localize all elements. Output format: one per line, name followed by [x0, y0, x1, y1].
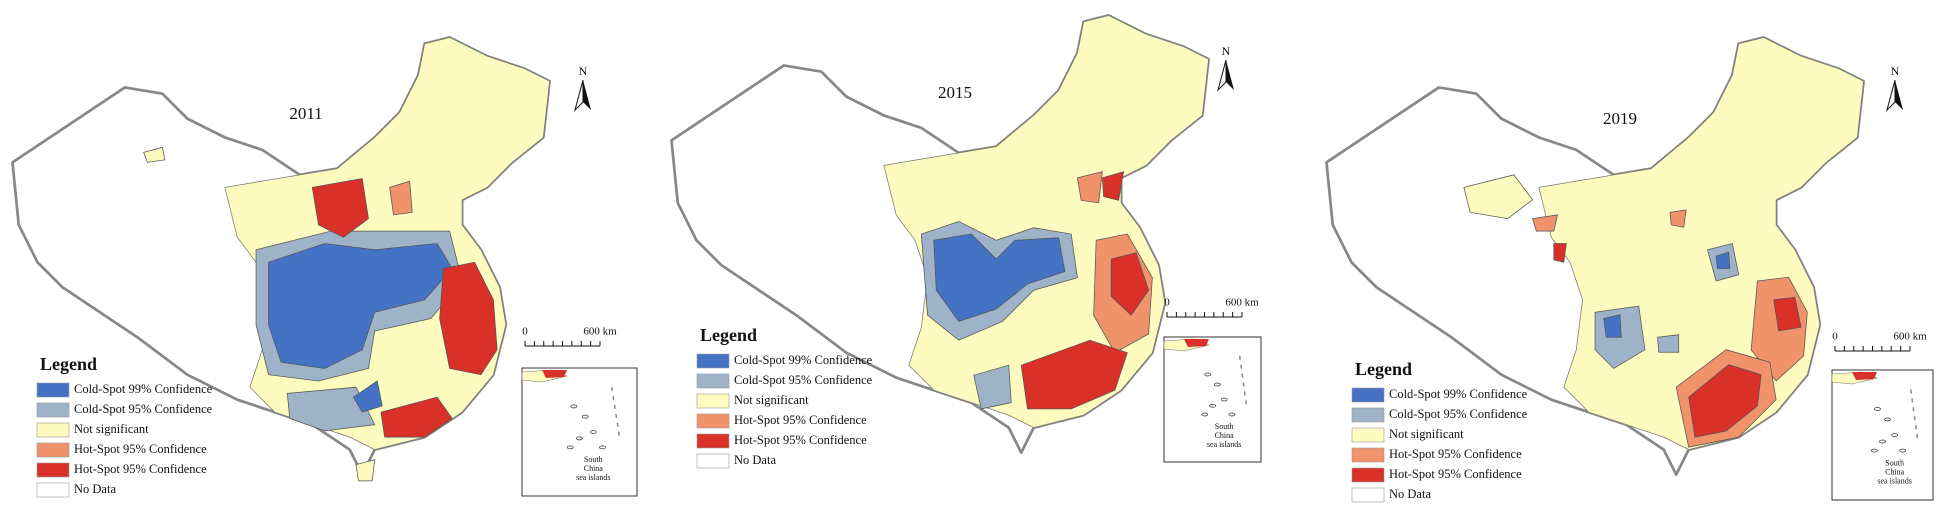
island [581, 414, 589, 419]
legend-label: Hot-Spot 95% Confidence [734, 413, 867, 427]
legend-swatch [696, 413, 730, 429]
island [1891, 433, 1899, 437]
north-arrow [1895, 80, 1903, 110]
legend-swatch [36, 482, 70, 498]
island [576, 436, 583, 441]
legend-swatch [36, 442, 70, 458]
legend-swatch [36, 462, 70, 478]
legend-swatch [1351, 407, 1385, 423]
year-label: 2011 [289, 104, 322, 123]
legend-title: Legend [700, 325, 757, 345]
legend-label: Hot-Spot 95% Confidence [734, 433, 867, 447]
inset-frame [521, 367, 638, 497]
island [1213, 382, 1221, 387]
legend-swatch [1351, 387, 1385, 403]
legend-label: No Data [1389, 487, 1431, 501]
map-2019 [1325, 36, 1865, 476]
island [1209, 403, 1216, 408]
island [1899, 448, 1907, 453]
inset-hot [1184, 339, 1209, 347]
legend-swatch [36, 382, 70, 398]
year-label: 2019 [1603, 109, 1637, 128]
legend-title: Legend [40, 354, 97, 374]
legend-label: Cold-Spot 95% Confidence [734, 373, 873, 387]
island [1201, 412, 1209, 417]
legend-title: Legend [1355, 359, 1412, 379]
scale-distance: 600 km [1225, 297, 1259, 309]
legend-swatch [36, 422, 70, 438]
legend-label: Hot-Spot 95% Confidence [1389, 447, 1522, 461]
inset-frame [1831, 369, 1934, 501]
legend-swatch [696, 393, 730, 409]
map-2015 [670, 14, 1210, 454]
legend-label: Not significant [74, 422, 149, 436]
scale-distance: 600 km [583, 326, 617, 338]
inset-label: South [1215, 422, 1234, 431]
legend-swatch [696, 433, 730, 449]
legend-swatch [1351, 447, 1385, 463]
legend-swatch [1351, 427, 1385, 443]
scale-zero: 0 [1164, 297, 1170, 309]
legend-label: Cold-Spot 99% Confidence [734, 353, 873, 367]
scale-zero: 0 [522, 326, 528, 338]
north-arrow-outline [1217, 59, 1227, 92]
legend-swatch [1351, 487, 1385, 503]
north-label: N [579, 64, 588, 78]
north-arrow [1226, 60, 1234, 90]
legend-label: Not significant [734, 393, 809, 407]
north-arrow-outline [574, 79, 584, 112]
legend-swatch [1351, 467, 1385, 483]
legend-label: Hot-Spot 95% Confidence [74, 442, 207, 456]
north-label: N [1222, 44, 1231, 58]
legend-label: No Data [74, 482, 116, 496]
legend-swatch [36, 402, 70, 418]
inset-label: sea islands [576, 473, 610, 482]
legend-swatch [696, 373, 730, 389]
inset-label: South [1885, 458, 1904, 467]
legend-label: No Data [734, 453, 776, 467]
island [1871, 448, 1878, 453]
year-label: 2015 [938, 83, 972, 102]
legend-swatch [696, 453, 730, 469]
scale-zero: 0 [1832, 331, 1838, 343]
inset-label: South [584, 455, 603, 464]
inset-label: sea islands [1207, 440, 1241, 449]
inset-label: China [1885, 467, 1905, 476]
map-2011 [11, 36, 551, 482]
legend-label: Cold-Spot 99% Confidence [1389, 387, 1528, 401]
island [1220, 397, 1228, 402]
island [589, 430, 597, 434]
island [1879, 439, 1886, 444]
scale-distance: 600 km [1893, 331, 1927, 343]
inset-hot [542, 370, 567, 378]
legend-label: Cold-Spot 99% Confidence [74, 382, 213, 396]
north-arrow-outline [1886, 79, 1896, 112]
island [599, 445, 606, 450]
island [570, 404, 578, 409]
inset-frame [1163, 336, 1262, 463]
inset-label: sea islands [1877, 476, 1911, 485]
legend-label: Hot-Spot 95% Confidence [1389, 467, 1522, 481]
island [566, 445, 574, 450]
legend-label: Not significant [1389, 427, 1464, 441]
island [1884, 417, 1891, 422]
legend-swatch [696, 353, 730, 369]
north-arrow [583, 80, 591, 110]
island [1204, 372, 1212, 377]
inset-hot [1852, 372, 1877, 380]
legend-label: Cold-Spot 95% Confidence [74, 402, 213, 416]
north-label: N [1891, 64, 1900, 78]
island [1874, 407, 1881, 411]
island [1228, 412, 1236, 417]
legend-label: Cold-Spot 95% Confidence [1389, 407, 1528, 421]
legend-label: Hot-Spot 95% Confidence [74, 462, 207, 476]
inset-label: China [584, 464, 604, 473]
inset-label: China [1215, 431, 1235, 440]
